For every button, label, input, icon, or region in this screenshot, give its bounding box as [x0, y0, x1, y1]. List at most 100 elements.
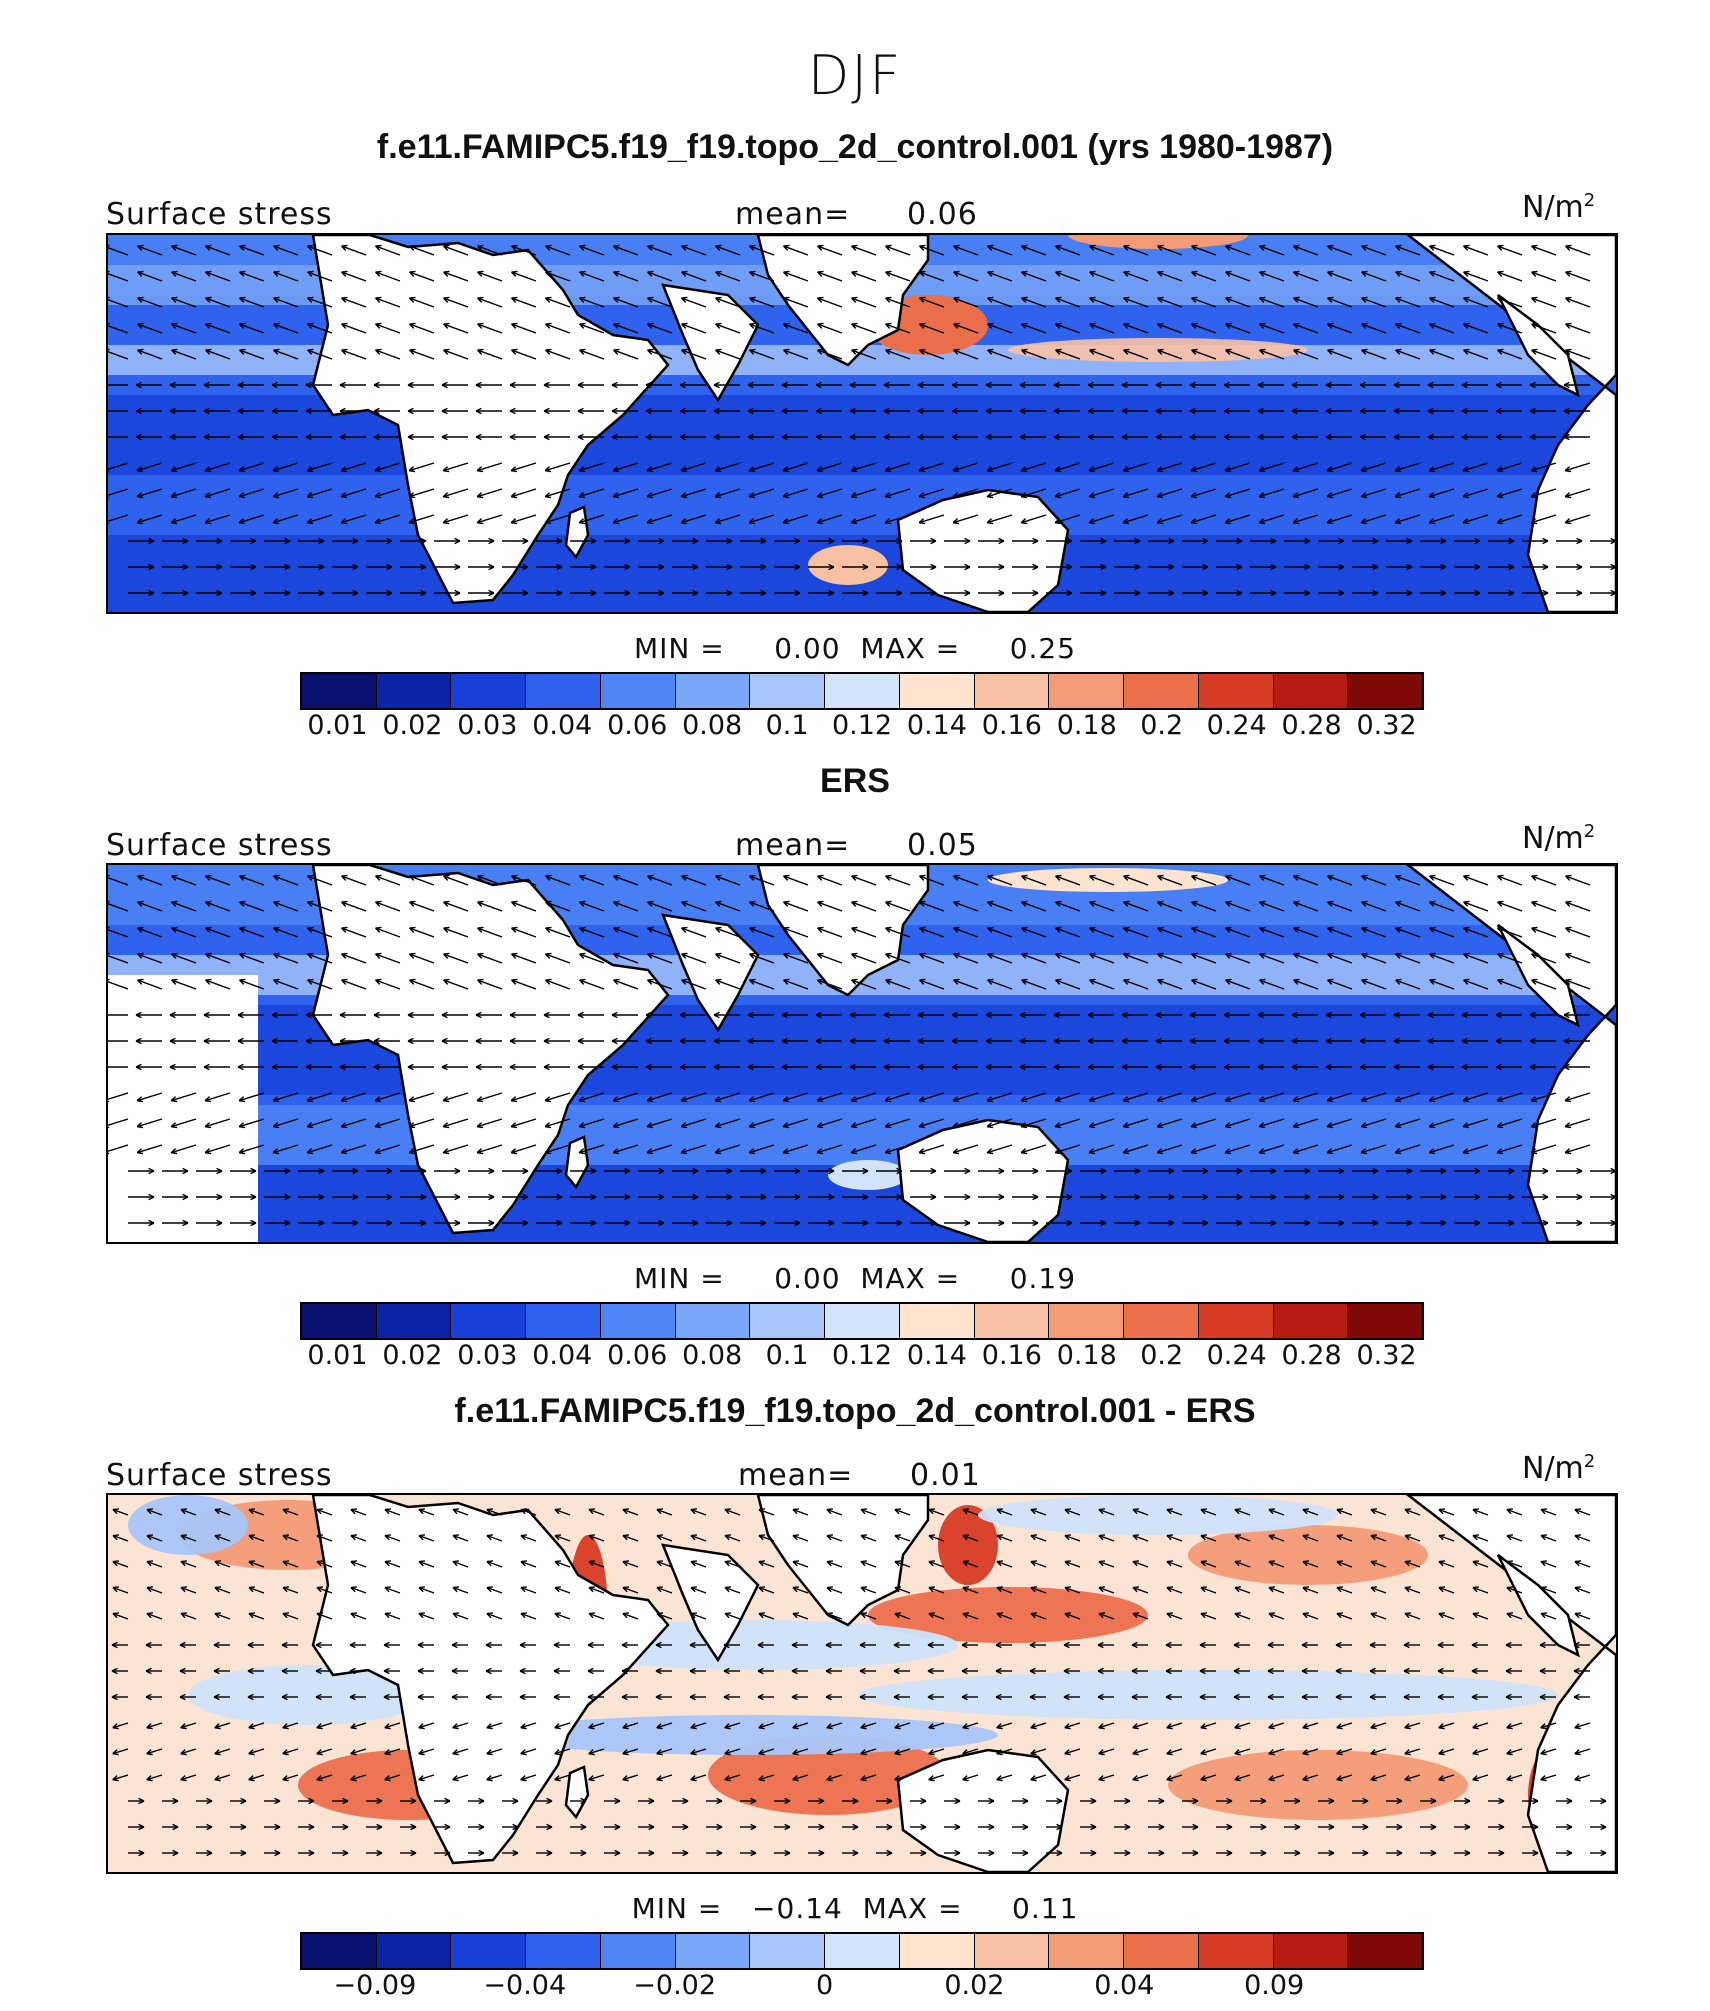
panel-2-colorbar [300, 1302, 1424, 1340]
colorbar-swatch [302, 1304, 377, 1338]
panel-2-map [106, 863, 1618, 1244]
colorbar-tick-label: 0.24 [1206, 710, 1267, 741]
surface-stress-map [108, 1495, 1616, 1872]
colorbar-swatch [1124, 1934, 1199, 1968]
colorbar-swatch [1273, 1934, 1349, 1968]
colorbar-tick-label: 0.04 [1094, 1970, 1155, 2001]
panel-3-max-label: MAX = [862, 1892, 963, 1925]
colorbar-swatch [376, 1304, 452, 1338]
colorbar-swatch [899, 1304, 975, 1338]
colorbar-swatch [750, 1304, 826, 1338]
colorbar-swatch [1273, 1304, 1349, 1338]
colorbar-swatch [451, 1934, 527, 1968]
colorbar-swatch [526, 674, 601, 708]
colorbar-tick-label: −0.09 [333, 1970, 417, 2001]
panel-3-map [106, 1493, 1618, 1874]
colorbar-swatch [1124, 674, 1199, 708]
panel-1-colorbar [300, 672, 1424, 710]
colorbar-swatch [451, 1304, 527, 1338]
colorbar-tick-label: 0.1 [765, 1340, 809, 1371]
colorbar-swatch [1049, 1934, 1125, 1968]
panel-3-variable-label: Surface stress [106, 1458, 333, 1493]
surface-stress-map [108, 235, 1616, 612]
panel-3-units: N/m2 [1522, 1451, 1595, 1486]
colorbar-tick-label: 0.32 [1356, 1340, 1417, 1371]
colorbar-swatch [899, 1934, 975, 1968]
colorbar-swatch [675, 1304, 751, 1338]
colorbar-swatch [750, 674, 826, 708]
colorbar-swatch [825, 1304, 900, 1338]
colorbar-tick-label: 0.09 [1244, 1970, 1305, 2001]
colorbar-tick-label: −0.04 [483, 1970, 567, 2001]
panel-2-minmax: MIN = 0.00 MAX = 0.19 [0, 1262, 1710, 1295]
colorbar-swatch [1348, 1934, 1423, 1968]
colorbar-swatch [1049, 1304, 1125, 1338]
panel-2-min-value: 0.00 [774, 1262, 841, 1295]
panel-1-minmax: MIN = 0.00 MAX = 0.25 [0, 632, 1710, 665]
panel-3-mean-label: mean= [738, 1458, 854, 1493]
panel-3-min-label: MIN = [631, 1892, 723, 1925]
colorbar-swatch [1273, 674, 1349, 708]
panel-3-max-value: 0.11 [1012, 1892, 1079, 1925]
colorbar-swatch [750, 1934, 826, 1968]
colorbar-swatch [974, 1934, 1050, 1968]
colorbar-swatch [600, 1934, 676, 1968]
panel-2-max-label: MAX = [860, 1262, 961, 1295]
colorbar-tick-label: 0.2 [1140, 1340, 1184, 1371]
panel-3-units-exponent: 2 [1583, 1451, 1596, 1472]
colorbar-swatch [451, 674, 527, 708]
colorbar-tick-label: 0.08 [682, 1340, 743, 1371]
colorbar-swatch [1049, 674, 1125, 708]
panel-3-heading: f.e11.FAMIPC5.f19_f19.topo_2d_control.00… [454, 1392, 1256, 1430]
colorbar-tick-label: 0.04 [532, 1340, 593, 1371]
panel-3-colorbar-ticks: −0.09 −0.04 −0.02 0 0.02 0.04 0.09 [300, 1970, 1424, 2004]
colorbar-tick-label: 0.16 [981, 1340, 1042, 1371]
colorbar-tick-label: 0.32 [1356, 710, 1417, 741]
colorbar-tick-label: 0.2 [1140, 710, 1184, 741]
colorbar-swatch [974, 674, 1050, 708]
panel-1-mean-label: mean= [735, 197, 851, 232]
panel-2-units: N/m2 [1522, 821, 1595, 856]
colorbar-swatch [600, 1304, 676, 1338]
panel-2-mean-value: 0.05 [907, 828, 978, 863]
panel-2-units-base: N/m [1522, 821, 1584, 856]
colorbar-swatch [1348, 674, 1423, 708]
panel-1-max-label: MAX = [860, 632, 961, 665]
colorbar-tick-label: 0.14 [906, 710, 967, 741]
colorbar-swatch [899, 674, 975, 708]
panel-2-max-value: 0.19 [1009, 1262, 1077, 1295]
colorbar-swatch [675, 1934, 751, 1968]
colorbar-swatch [974, 1304, 1050, 1338]
panel-2-variable-label: Surface stress [106, 828, 333, 863]
panel-1-colorbar-ticks: 0.01 0.02 0.03 0.04 0.06 0.08 0.1 0.12 0.14 0.16 0… [300, 710, 1424, 744]
panel-1-mean-value: 0.06 [907, 197, 978, 232]
colorbar-tick-label: 0.06 [607, 1340, 668, 1371]
colorbar-swatch [1124, 1304, 1199, 1338]
colorbar-swatch [302, 1934, 377, 1968]
colorbar-swatch [1198, 1934, 1274, 1968]
colorbar-tick-label: 0.02 [382, 710, 443, 741]
panel-3-mean-value: 0.01 [910, 1458, 981, 1493]
colorbar-tick-label: 0.04 [532, 710, 593, 741]
colorbar-tick-label: 0.12 [831, 710, 893, 741]
panel-3-colorbar [300, 1932, 1424, 1970]
colorbar-swatch [376, 1934, 452, 1968]
panel-1-units-exponent: 2 [1583, 190, 1596, 211]
panel-2-heading: ERS [820, 762, 890, 800]
figure-title: DJF [807, 44, 903, 107]
colorbar-swatch [1198, 674, 1274, 708]
panel-1-map [106, 233, 1618, 614]
panel-2-colorbar-ticks: 0.01 0.02 0.03 0.04 0.06 0.08 0.1 0.12 0.14 0.16 0… [300, 1340, 1424, 1374]
colorbar-tick-label: 0.16 [981, 710, 1042, 741]
colorbar-tick-label: 0.18 [1056, 1340, 1117, 1371]
panel-2-mean-label: mean= [735, 828, 851, 863]
colorbar-swatch [302, 674, 377, 708]
colorbar-tick-label: 0.18 [1056, 710, 1117, 741]
colorbar-tick-label: 0.03 [457, 1340, 518, 1371]
colorbar-tick-label: 0.08 [682, 710, 743, 741]
colorbar-tick-label: 0.14 [906, 1340, 967, 1371]
colorbar-swatch [1198, 1304, 1274, 1338]
colorbar-tick-label: 0 [815, 1970, 834, 2001]
colorbar-swatch [526, 1304, 601, 1338]
colorbar-swatch [376, 674, 452, 708]
